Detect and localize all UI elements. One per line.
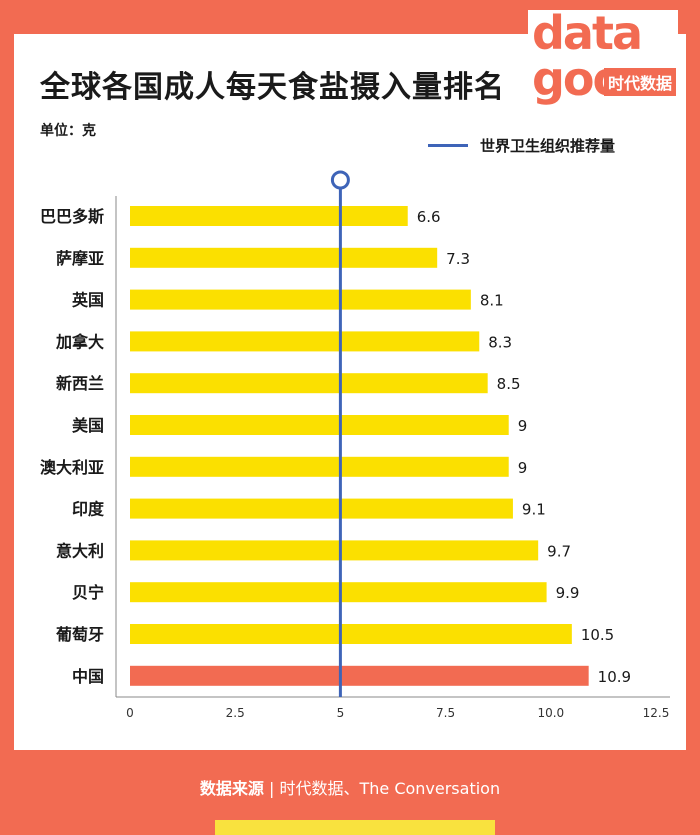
category-label-1: 萨摩亚 [56, 249, 104, 268]
logo-word-top: data [532, 6, 643, 60]
bar-4 [130, 373, 488, 394]
x-tick-label-2: 5 [337, 706, 345, 720]
bar-8 [130, 540, 539, 561]
value-label-1: 7.3 [446, 250, 470, 268]
bar-11 [130, 665, 589, 686]
category-label-3: 加拿大 [55, 332, 104, 351]
value-label-10: 10.5 [581, 626, 614, 644]
logo-brand-name: 时代数据 [604, 68, 677, 96]
chart-title: 全球各国成人每天食盐摄入量排名 [40, 70, 505, 105]
category-label-5: 美国 [72, 416, 104, 435]
legend: 世界卫生组织推荐量 [428, 135, 615, 156]
legend-reference-line-swatch [428, 144, 468, 147]
footer-accent-bar [215, 820, 495, 835]
bar-5 [130, 415, 509, 435]
source-text: 时代数据、The Conversation [279, 779, 501, 798]
x-tick-label-1: 2.5 [226, 706, 245, 720]
value-label-6: 9 [518, 459, 528, 477]
reference-line-marker [330, 170, 350, 190]
value-label-8: 9.7 [547, 542, 571, 560]
category-label-2: 英国 [71, 291, 104, 310]
unit-label: 单位：克 [40, 123, 96, 139]
footer-source: 数据来源 | 时代数据、The Conversation [0, 775, 700, 799]
bar-3 [130, 331, 480, 352]
source-label: 数据来源 [199, 779, 264, 798]
category-label-4: 新西兰 [56, 374, 104, 393]
bar-6 [130, 456, 509, 477]
value-label-0: 6.6 [417, 208, 441, 226]
category-label-7: 印度 [72, 500, 105, 519]
value-label-7: 9.1 [522, 501, 546, 519]
brand-logo: data goo 时代数据 [528, 10, 678, 110]
x-tick-label-4: 10.0 [537, 706, 564, 720]
bar-2 [130, 289, 471, 310]
category-label-9: 贝宁 [72, 583, 104, 602]
bar-0 [130, 206, 408, 226]
legend-reference-label: 世界卫生组织推荐量 [480, 137, 616, 155]
value-label-9: 9.9 [556, 584, 580, 602]
category-label-8: 意大利 [56, 541, 104, 560]
x-tick-label-5: 12.5 [643, 706, 670, 720]
bar-10 [130, 624, 572, 644]
category-label-10: 葡萄牙 [55, 625, 104, 644]
bar-7 [130, 498, 513, 519]
value-label-2: 8.1 [480, 292, 504, 310]
value-label-4: 8.5 [497, 375, 521, 393]
category-label-6: 澳大利亚 [40, 458, 104, 477]
value-label-11: 10.9 [598, 668, 631, 686]
category-label-11: 中国 [72, 667, 104, 686]
x-tick-label-0: 0 [126, 706, 134, 720]
value-label-3: 8.3 [488, 333, 512, 351]
value-label-5: 9 [518, 417, 528, 435]
source-separator: | [268, 779, 280, 798]
category-label-0: 巴巴多斯 [40, 207, 104, 226]
bar-9 [130, 582, 547, 603]
bar-1 [130, 247, 438, 268]
x-tick-label-3: 7.5 [436, 706, 455, 720]
